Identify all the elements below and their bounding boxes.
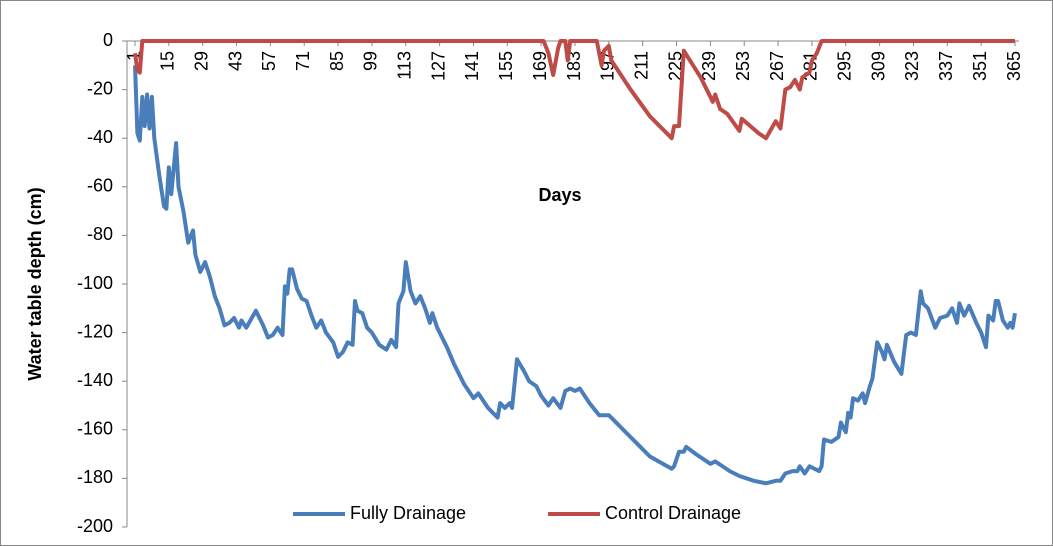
y-tick-label: -60 [87,176,113,196]
x-tick-label: 267 [767,51,787,81]
x-tick-label: 113 [395,51,415,80]
y-tick-label: -160 [77,419,113,439]
legend-label: Fully Drainage [350,503,466,523]
x-tick-label: 253 [733,51,753,81]
x-tick-label: 141 [462,51,482,81]
x-tick-label: 99 [361,51,381,71]
y-tick-label: -100 [77,273,113,293]
y-axis-label: Water table depth (cm) [25,187,45,380]
x-tick-label: 295 [835,51,855,81]
x-tick-label: 85 [327,51,347,71]
x-tick-label: 57 [259,51,279,71]
x-tick-label: 15 [158,51,178,71]
x-tick-label: 29 [191,51,211,71]
x-tick-label: 239 [699,51,719,81]
y-tick-label: -40 [87,127,113,147]
x-tick-label: 43 [225,51,245,71]
y-tick-label: -120 [77,321,113,341]
y-tick-label: -200 [77,516,113,536]
x-tick-label: 169 [530,51,550,81]
line-series [133,65,1017,486]
x-tick-label: 337 [936,51,956,81]
x-tick-label: 155 [496,51,516,81]
legend-label: Control Drainage [605,503,741,523]
x-tick-label: 323 [902,51,922,81]
y-tick-label: -180 [77,467,113,487]
x-tick-label: 351 [970,51,990,81]
x-tick-label: 365 [1004,51,1024,81]
y-tick-label: -80 [87,224,113,244]
y-tick-label: 0 [103,30,113,50]
x-tick-label: 211 [631,51,651,80]
x-tick-label: 309 [868,51,888,81]
y-tick-label: -20 [87,78,113,98]
x-axis-label: Days [538,185,581,205]
x-tick-label: 71 [293,51,313,71]
x-tick-label: 127 [428,51,448,81]
y-tick-label: -140 [77,370,113,390]
line-series [133,39,1015,141]
x-tick-label: 225 [665,51,685,81]
